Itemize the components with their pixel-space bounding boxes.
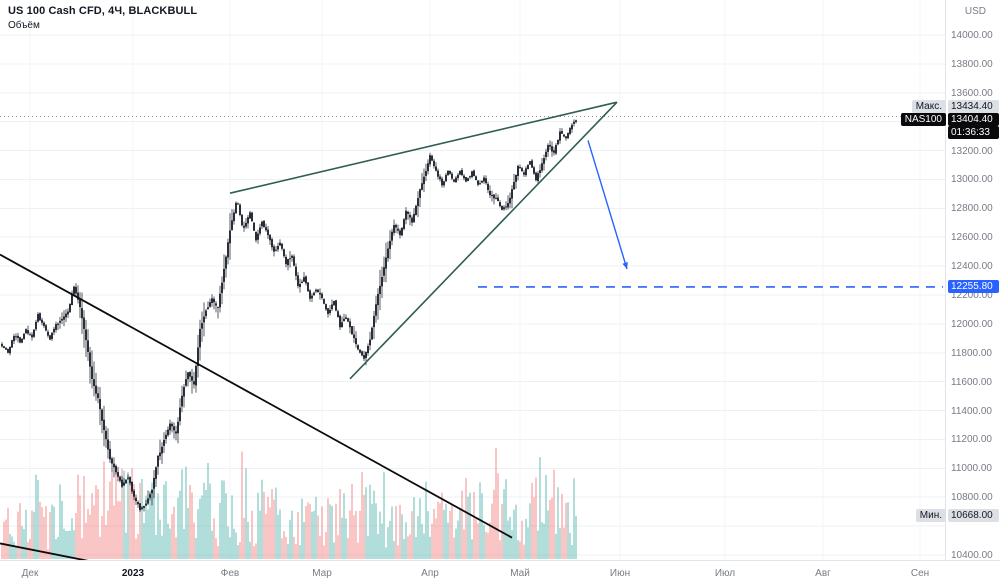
max-price-value: 13434.40 bbox=[948, 99, 999, 113]
time-label: Апр bbox=[421, 568, 439, 579]
price-tick: 11600.00 bbox=[951, 376, 992, 388]
min-price-label: Мин. bbox=[915, 509, 946, 523]
last-price-badge: NAS100 13404.40 bbox=[900, 113, 999, 127]
chart-legend: US 100 Cash CFD, 4Ч, BLACKBULL Объём bbox=[8, 5, 197, 31]
min-price-value: 10668.00 bbox=[948, 509, 999, 523]
chart-canvas[interactable] bbox=[0, 0, 945, 560]
target-level-value: 12255.80 bbox=[948, 279, 999, 293]
time-label: Авг bbox=[815, 568, 831, 579]
price-tick: 10400.00 bbox=[951, 550, 993, 561]
price-tick: 11000.00 bbox=[951, 463, 992, 475]
price-tick: 11400.00 bbox=[951, 405, 992, 417]
time-label: Фев bbox=[220, 568, 240, 579]
price-chart-svg bbox=[0, 0, 945, 560]
volume-indicator-label[interactable]: Объём bbox=[8, 20, 40, 31]
symbol-ticker-label: NAS100 bbox=[900, 113, 946, 127]
time-label: Май bbox=[510, 568, 530, 579]
price-tick: 12200.00 bbox=[951, 290, 993, 301]
time-label: Сен bbox=[910, 568, 930, 579]
target-level-badge: 12255.80 bbox=[948, 279, 999, 293]
price-tick: 13200.00 bbox=[951, 145, 993, 157]
time-label: Июл bbox=[714, 568, 736, 579]
price-tick: 13000.00 bbox=[951, 174, 993, 186]
symbol-title[interactable]: US 100 Cash CFD, 4Ч, BLACKBULL bbox=[8, 5, 198, 17]
price-tick: 12400.00 bbox=[951, 261, 993, 273]
countdown-value: 01:36:33 bbox=[948, 126, 999, 140]
price-tick: 12000.00 bbox=[951, 318, 993, 330]
time-label: 2023 bbox=[121, 568, 145, 579]
price-tick: 13800.00 bbox=[951, 58, 993, 70]
last-price-value: 13404.40 bbox=[948, 113, 999, 127]
price-tick: 13600.00 bbox=[951, 87, 993, 99]
max-price-label: Макс. bbox=[911, 99, 946, 113]
time-axis[interactable]: Дек 2023 Фев Мар Апр Май Июн Июл Авг Сен bbox=[0, 560, 1000, 586]
currency-label[interactable]: USD bbox=[964, 6, 986, 17]
price-tick: 11200.00 bbox=[951, 434, 992, 446]
time-label: Дек bbox=[21, 568, 39, 579]
price-tick: 10800.00 bbox=[951, 492, 993, 504]
price-tick: 11800.00 bbox=[951, 347, 992, 359]
price-tick: 12800.00 bbox=[951, 203, 993, 215]
time-label: Мар bbox=[312, 568, 332, 579]
candle-countdown-badge: 01:36:33 bbox=[948, 126, 999, 140]
min-price-badge: Мин. 10668.00 bbox=[915, 509, 999, 523]
price-tick: 12600.00 bbox=[951, 232, 993, 244]
price-tick: 14000.00 bbox=[951, 30, 993, 41]
max-price-badge: Макс. 13434.40 bbox=[911, 99, 999, 113]
time-label: Июн bbox=[609, 568, 631, 579]
